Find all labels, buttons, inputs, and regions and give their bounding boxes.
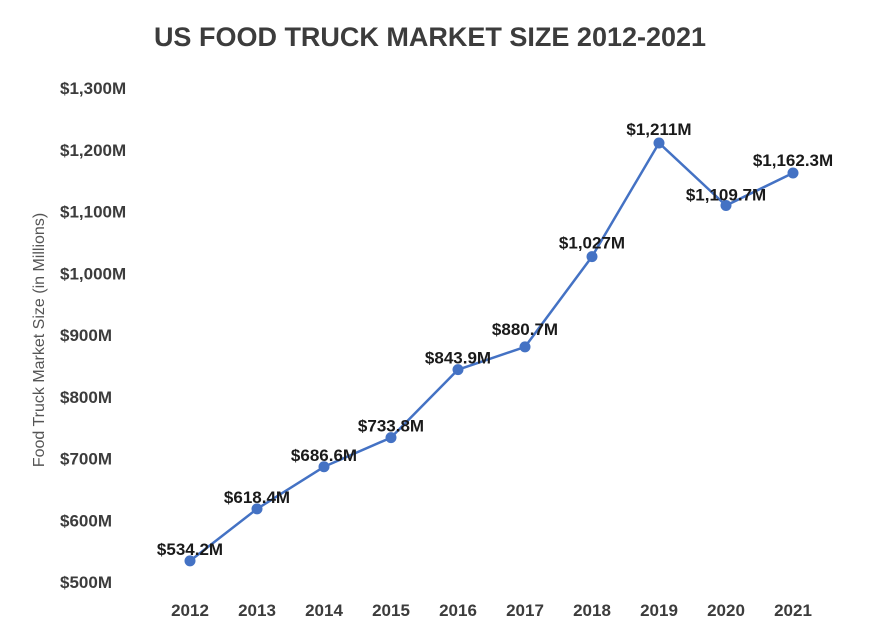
data-point <box>251 503 263 515</box>
data-points <box>184 137 799 567</box>
data-labels: $534.2M $618.4M $686.6M$733.8M $843.9M$880.… <box>157 120 833 559</box>
y-tick-label: $800M <box>60 388 112 407</box>
data-point <box>787 167 799 179</box>
data-point <box>184 555 196 567</box>
x-tick-label: 2017 <box>506 601 544 620</box>
data-label: $1,162.3M <box>753 151 833 170</box>
y-tick-label: $500M <box>60 573 112 592</box>
data-point <box>385 432 397 444</box>
data-point <box>318 461 330 473</box>
data-point <box>653 137 665 149</box>
y-tick-label: $700M <box>60 450 112 469</box>
x-tick-label: 2020 <box>707 601 745 620</box>
data-point <box>519 341 531 353</box>
data-label: $843.9M <box>425 349 491 368</box>
data-point <box>586 251 598 263</box>
data-label: $1,109.7M <box>686 186 766 205</box>
x-tick-label: 2021 <box>774 601 812 620</box>
data-label: $733.8M <box>358 417 424 436</box>
y-tick-label: $1,200M <box>60 141 126 160</box>
data-label: $880.7M <box>492 320 558 339</box>
data-label: $686.6M <box>291 446 357 465</box>
y-axis-ticks: $500M $600M $700M $800M $900M $1,000M $1,100M $… <box>60 79 126 592</box>
x-tick-label: 2013 <box>238 601 276 620</box>
data-label: $534.2M <box>157 540 223 559</box>
series-line <box>189 141 794 562</box>
data-point <box>720 200 732 212</box>
data-label: $618.4M <box>224 488 290 507</box>
x-tick-label: 2012 <box>171 601 209 620</box>
y-tick-label: $1,300M <box>60 79 126 98</box>
x-tick-label: 2019 <box>640 601 678 620</box>
y-tick-label: $600M <box>60 511 112 530</box>
x-tick-label: 2014 <box>305 601 343 620</box>
y-axis-label: Food Truck Market Size (in Millions) <box>31 213 48 467</box>
x-tick-label: 2018 <box>573 601 611 620</box>
x-tick-label: 2016 <box>439 601 477 620</box>
y-tick-label: $900M <box>60 326 112 345</box>
x-tick-label: 2015 <box>372 601 410 620</box>
x-axis-ticks: 2012 2013 2014 2015 2016 2017 2018 2019 2020 2021 <box>171 601 812 620</box>
chart-title: US FOOD TRUCK MARKET SIZE 2012-2021 <box>154 22 706 52</box>
y-tick-label: $1,100M <box>60 203 126 222</box>
y-tick-label: $1,000M <box>60 264 126 283</box>
data-label: $1,211M <box>626 120 691 139</box>
data-point <box>452 364 464 376</box>
data-label: $1,027M <box>559 234 625 253</box>
